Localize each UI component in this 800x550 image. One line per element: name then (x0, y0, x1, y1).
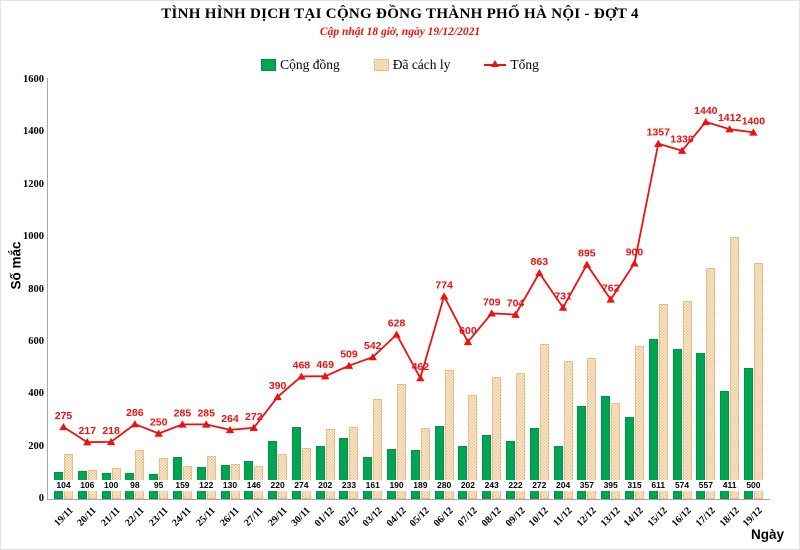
community-value-label: 611 (647, 480, 670, 491)
isolated-bar (706, 268, 716, 499)
isolated-bar (159, 458, 169, 499)
community-bar (315, 446, 325, 499)
community-value-label: 104 (52, 480, 75, 491)
isolated-bar (278, 454, 288, 499)
community-bar (387, 449, 397, 499)
community-bar (410, 450, 420, 499)
community-value-label: 557 (694, 480, 717, 491)
community-value-label: 272 (528, 480, 551, 491)
community-value-label: 233 (337, 480, 360, 491)
legend-label-tong: Tổng (510, 57, 539, 72)
isolated-bar (587, 358, 597, 499)
community-value-label: 274 (290, 480, 313, 491)
community-value-label: 222 (504, 480, 527, 491)
community-bar (648, 339, 658, 499)
y-axis-line (47, 78, 48, 500)
community-value-label: 189 (409, 480, 432, 491)
community-value-label: 220 (266, 480, 289, 491)
y-tick-label: 1400 (23, 126, 44, 138)
isolated-bar (753, 263, 763, 499)
community-bar (672, 349, 682, 499)
community-value-label: 204 (552, 480, 575, 491)
y-axis-title: Số mắc (8, 241, 24, 290)
legend-item-tong: Tổng (484, 57, 539, 73)
isolated-bar (135, 450, 145, 499)
community-value-label: 202 (314, 480, 337, 491)
community-bar (172, 457, 182, 499)
isolated-bar (539, 344, 549, 499)
green-swatch-icon (261, 59, 277, 71)
tan-swatch-icon (373, 59, 389, 71)
community-value-label: 95 (147, 480, 170, 491)
isolated-bar (682, 301, 692, 499)
community-value-label: 190 (385, 480, 408, 491)
y-tick-label: 1200 (23, 178, 44, 190)
community-bar (458, 446, 468, 499)
y-tick-label: 1000 (23, 231, 44, 243)
community-value-label: 146 (242, 480, 265, 491)
legend-item-cong-dong: Cộng đồng (261, 57, 340, 73)
community-value-label: 98 (123, 480, 146, 491)
community-value-label: 159 (171, 480, 194, 491)
legend-item-da-cach-ly: Đã cách ly (373, 57, 451, 73)
community-value-label: 122 (195, 480, 218, 491)
legend-label-cong-dong: Cộng đồng (280, 57, 340, 72)
isolated-bar (563, 361, 573, 499)
community-value-label: 106 (76, 480, 99, 491)
isolated-bar (730, 237, 740, 499)
y-tick-label: 800 (28, 283, 44, 295)
community-value-label: 130 (219, 480, 242, 491)
legend-label-da-cach-ly: Đã cách ly (392, 57, 451, 72)
community-bar (553, 446, 563, 499)
community-value-label: 574 (671, 480, 694, 491)
community-bar (363, 457, 373, 499)
chart-subtitle: Cập nhật 18 giờ, ngày 19/12/2021 (319, 26, 481, 38)
community-bar (696, 353, 706, 499)
community-value-label: 357 (575, 480, 598, 491)
community-value-label: 395 (599, 480, 622, 491)
x-axis-title: Ngày (750, 527, 784, 542)
isolated-bar (64, 454, 73, 499)
isolated-bar (301, 448, 311, 499)
y-tick-label: 600 (28, 335, 44, 347)
y-tick-label: 400 (28, 388, 44, 400)
isolated-bar (634, 346, 644, 499)
y-tick-label: 0 (38, 493, 44, 504)
community-value-label: 100 (100, 480, 123, 491)
community-value-label: 202 (456, 480, 479, 491)
community-value-label: 411 (718, 480, 741, 491)
community-value-label: 315 (623, 480, 646, 491)
x-axis-line (47, 499, 770, 500)
line-marker-swatch-icon (484, 60, 507, 70)
community-value-label: 500 (742, 480, 765, 491)
community-value-label: 161 (361, 480, 384, 491)
community-value-label: 243 (480, 480, 503, 491)
y-tick-label: 1600 (23, 74, 44, 85)
isolated-bar (658, 304, 668, 499)
chart-title: TÌNH HÌNH DỊCH TẠI CỘNG ĐỒNG THÀNH PHỐ H… (161, 6, 639, 22)
y-tick-label: 200 (28, 440, 44, 452)
community-value-label: 280 (433, 480, 456, 491)
legend: Cộng đồng Đã cách ly Tổng (0, 57, 800, 73)
isolated-bar (206, 456, 216, 499)
